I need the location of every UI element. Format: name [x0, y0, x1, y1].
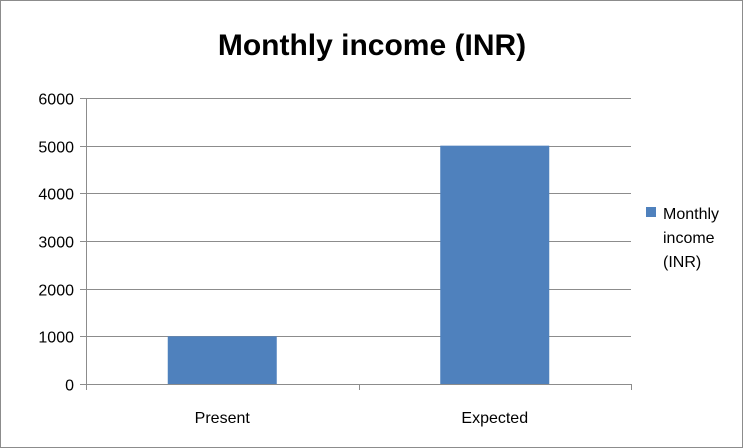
y-tick-label: 1000 — [38, 330, 74, 347]
y-tick-label: 6000 — [38, 92, 74, 109]
y-axis-tick-labels: 0 1000 2000 3000 4000 5000 6000 — [38, 92, 74, 395]
legend-label-line-2: income — [663, 230, 715, 247]
y-tick-label: 0 — [65, 378, 74, 395]
y-tick-label: 4000 — [38, 187, 74, 204]
legend-label-line-1: Monthly — [663, 206, 719, 223]
axes — [80, 98, 632, 390]
bars — [167, 145, 550, 384]
y-tick-label: 2000 — [38, 283, 74, 300]
bar-present — [167, 336, 277, 384]
legend-label-line-3: (INR) — [663, 254, 701, 271]
x-axis-tick-labels: Present Expected — [195, 410, 528, 427]
legend-swatch — [646, 207, 656, 217]
bar-expected — [440, 145, 550, 384]
y-tick-label: 3000 — [38, 235, 74, 252]
y-tick-label: 5000 — [38, 140, 74, 157]
x-tick-label: Present — [195, 410, 251, 427]
x-tick-label: Expected — [461, 410, 528, 427]
legend: Monthly income (INR) — [646, 206, 719, 271]
chart-title: Monthly income (INR) — [218, 29, 526, 62]
